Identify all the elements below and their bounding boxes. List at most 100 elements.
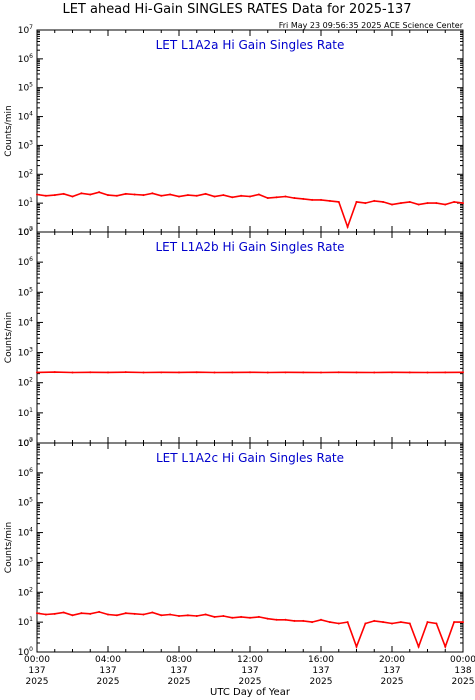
y-tick-label: 103	[18, 556, 33, 568]
y-tick-label: 104	[18, 111, 33, 123]
data-point	[204, 613, 207, 616]
y-tick-label: 101	[18, 616, 33, 628]
data-point	[178, 371, 180, 374]
data-point	[169, 613, 172, 616]
data-point	[408, 622, 411, 625]
data-point	[231, 371, 234, 374]
x-tick-label: 20:00	[379, 655, 405, 665]
x-tick-label: 12:00	[237, 655, 263, 665]
data-point	[213, 195, 216, 198]
x-tick-label: 137	[170, 666, 187, 676]
y-tick-label: 100	[18, 226, 33, 238]
data-point	[195, 615, 198, 618]
data-point	[302, 619, 305, 622]
plot-frame	[36, 231, 464, 444]
data-point	[302, 371, 305, 374]
y-axis-label: Counts/min	[4, 312, 14, 363]
data-point	[435, 622, 438, 625]
data-point	[444, 371, 447, 374]
data-point	[151, 611, 154, 614]
data-point	[417, 645, 420, 648]
data-point	[444, 203, 447, 206]
data-point	[302, 197, 305, 200]
y-tick-label: 102	[18, 586, 33, 598]
data-point	[426, 621, 429, 624]
y-tick-label: 103	[18, 139, 33, 151]
y-tick-label: 107	[18, 437, 33, 449]
data-point	[453, 200, 456, 203]
plot-frame	[36, 29, 464, 233]
data-point	[364, 202, 367, 205]
y-tick-label: 105	[18, 286, 33, 298]
data-point	[293, 619, 296, 622]
data-point	[257, 193, 260, 196]
data-point	[53, 371, 56, 374]
data-point	[399, 202, 402, 205]
data-point	[355, 371, 358, 374]
y-tick-label: 107	[18, 24, 33, 36]
data-point	[462, 371, 464, 374]
data-point	[124, 192, 127, 195]
y-tick-label: 105	[18, 82, 33, 94]
data-point	[240, 615, 243, 618]
data-point	[98, 610, 101, 613]
data-point	[36, 371, 38, 374]
data-point	[444, 645, 447, 648]
y-tick-label: 101	[18, 407, 33, 419]
data-point	[355, 645, 358, 648]
y-tick-label: 106	[18, 467, 33, 479]
y-tick-label: 105	[18, 497, 33, 509]
data-point	[98, 191, 101, 194]
data-point	[142, 194, 145, 197]
y-tick-label: 100	[18, 437, 33, 449]
data-point	[373, 619, 376, 622]
data-point	[44, 194, 47, 197]
y-tick-label: 101	[18, 197, 33, 209]
data-point	[391, 622, 393, 625]
data-point	[337, 371, 340, 374]
data-point	[408, 371, 411, 374]
data-point	[293, 197, 296, 200]
y-tick-label: 102	[18, 377, 33, 389]
data-point	[115, 614, 118, 617]
data-point	[346, 621, 349, 624]
data-point	[346, 225, 349, 228]
data-point	[240, 194, 243, 197]
data-point	[62, 192, 65, 195]
y-tick-label: 100	[18, 646, 33, 658]
data-point	[107, 371, 109, 374]
plot-frame	[36, 442, 464, 653]
data-point	[186, 194, 189, 197]
data-point	[80, 612, 83, 615]
data-point	[71, 195, 74, 198]
panel-2: 100 101 102 103 104 105 106 107 LET L1A2b Hi Gai…	[4, 226, 464, 449]
y-tick-label: 103	[18, 347, 33, 359]
data-point	[426, 371, 429, 374]
data-point	[373, 199, 376, 202]
data-point	[373, 371, 376, 374]
panel-1: 100 101 102 103 104 105 106 107 LET L1A2a Hi Gai…	[4, 24, 464, 238]
data-point	[124, 371, 127, 374]
data-point	[142, 613, 145, 616]
y-tick-label: 102	[18, 168, 33, 180]
timestamp: Fri May 23 09:56:35 2025 ACE Science Cen…	[279, 21, 464, 30]
x-tick-label: 2025	[97, 677, 120, 687]
x-tick-label: 16:00	[308, 655, 334, 665]
data-point	[53, 194, 56, 197]
data-point	[266, 371, 269, 374]
x-tick-label: 08:00	[166, 655, 192, 665]
data-point	[355, 200, 358, 203]
y-tick-label: 106	[18, 256, 33, 268]
x-tick-label: 137	[28, 666, 45, 676]
panel-title: LET L1A2b Hi Gain Singles Rate	[155, 240, 344, 254]
x-tick-label: 137	[99, 666, 116, 676]
data-point	[53, 612, 56, 615]
data-point	[160, 614, 163, 617]
data-point	[133, 612, 136, 615]
data-point	[213, 615, 216, 618]
data-point	[462, 621, 464, 624]
data-point	[320, 371, 322, 374]
x-tick-label: 2025	[26, 677, 49, 687]
panel-3: 100 101 102 103 104 105 106 107 LET L1A2c Hi Gai…	[4, 437, 475, 687]
